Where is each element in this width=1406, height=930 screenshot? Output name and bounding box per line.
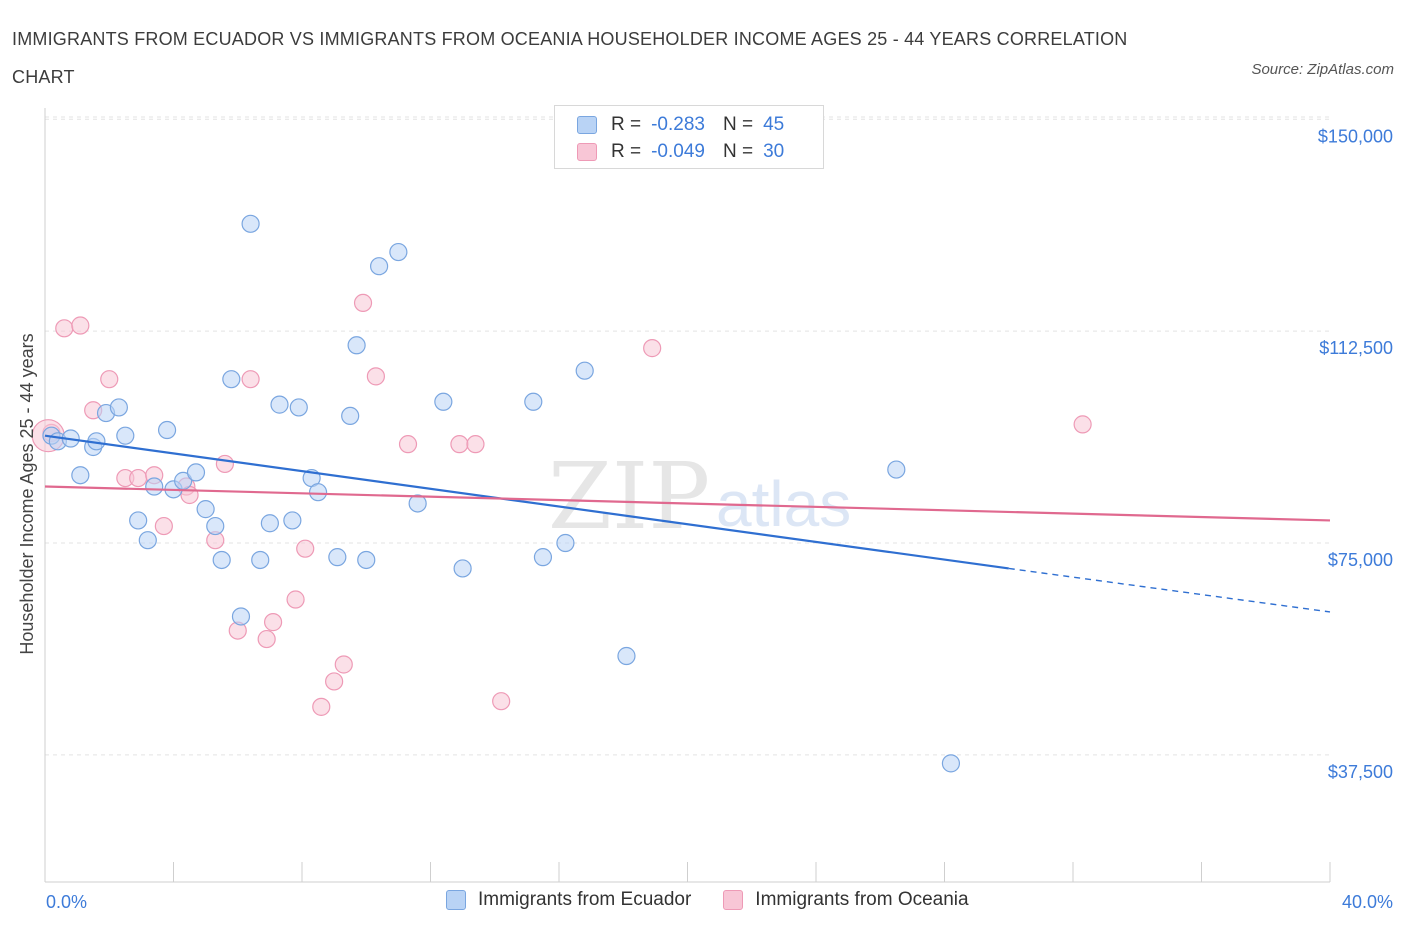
data-point xyxy=(450,435,469,454)
trend-line-ecuador-extension xyxy=(1008,567,1331,613)
data-point xyxy=(154,516,173,536)
legend-n-label-ecuador: N = xyxy=(722,114,754,135)
series-ecuador-points xyxy=(42,214,961,773)
data-point xyxy=(55,319,74,338)
chart-title: IMMIGRANTS FROM ECUADOR VS IMMIGRANTS FR… xyxy=(12,29,1128,87)
data-point xyxy=(575,361,594,380)
data-point xyxy=(643,339,662,358)
trend-lines xyxy=(44,434,1331,613)
data-point xyxy=(138,531,157,550)
data-point xyxy=(341,406,360,426)
data-point xyxy=(129,468,148,488)
data-point xyxy=(212,550,231,570)
data-point xyxy=(257,629,276,649)
legend-r-value-oceania: -0.049 xyxy=(651,141,705,162)
data-point xyxy=(129,511,148,530)
data-point xyxy=(533,548,553,567)
data-point xyxy=(260,514,279,533)
data-point xyxy=(296,539,315,558)
data-point xyxy=(466,435,485,454)
data-point xyxy=(434,392,453,411)
legend-n-value-oceania: 30 xyxy=(763,141,785,162)
data-point xyxy=(887,460,906,479)
data-point xyxy=(215,454,234,474)
legend-r-label-ecuador: R = xyxy=(611,114,642,135)
bottom-legend-ecuador: Immigrants from Ecuador xyxy=(446,889,691,911)
x-axis-ticks xyxy=(44,862,1331,882)
data-point xyxy=(286,590,305,609)
trend-line-ecuador xyxy=(44,434,1009,570)
data-point xyxy=(251,550,270,570)
data-point xyxy=(270,395,289,414)
data-point xyxy=(116,426,135,445)
data-point xyxy=(196,500,215,519)
data-point xyxy=(556,533,575,553)
y-tick-label: $112,500 xyxy=(1319,338,1393,358)
legend-row-ecuador: R = -0.283 N = 45 xyxy=(577,113,784,137)
data-point xyxy=(353,293,373,313)
data-point xyxy=(109,398,128,417)
legend-swatch-oceania xyxy=(577,143,597,161)
bottom-legend-swatch-oceania xyxy=(723,890,744,910)
data-point xyxy=(408,494,427,513)
bottom-legend: Immigrants from Ecuador Immigrants from … xyxy=(446,889,1001,911)
data-point xyxy=(241,214,260,233)
x-tick-label-max: 40.0% xyxy=(1342,892,1393,912)
data-point xyxy=(941,754,961,773)
data-point xyxy=(71,316,90,335)
legend-r-value-ecuador: -0.283 xyxy=(651,114,705,135)
data-point xyxy=(231,607,251,626)
data-point xyxy=(453,559,472,578)
legend-row-oceania: R = -0.049 N = 30 xyxy=(577,140,784,164)
legend-n-label-oceania: N = xyxy=(722,141,754,162)
data-point xyxy=(241,370,260,389)
data-point xyxy=(328,548,347,567)
legend-n-value-ecuador: 45 xyxy=(763,114,785,135)
legend: R = -0.283 N = 45 R = -0.049 N = 30 xyxy=(554,105,824,169)
data-point xyxy=(492,692,511,711)
legend-r-label-oceania: R = xyxy=(611,141,642,162)
grid-lines xyxy=(45,116,1330,756)
data-point xyxy=(289,398,308,417)
data-point xyxy=(145,477,164,496)
y-axis-tick-labels: $37,500 $75,000 $112,500 $150,000 xyxy=(1318,126,1393,782)
data-point xyxy=(325,672,344,691)
data-point xyxy=(186,463,206,482)
data-point xyxy=(263,613,283,632)
data-point xyxy=(312,697,331,716)
bottom-legend-label-oceania: Immigrants from Oceania xyxy=(755,889,969,910)
legend-swatch-ecuador xyxy=(577,116,597,134)
data-point xyxy=(157,420,177,440)
data-point xyxy=(617,646,636,666)
data-point xyxy=(1073,415,1092,434)
data-point xyxy=(357,550,376,570)
data-point xyxy=(283,511,302,530)
data-point xyxy=(100,370,119,389)
data-point xyxy=(308,483,328,502)
data-point xyxy=(347,336,366,355)
source-label: Source: ZipAtlas.com xyxy=(1251,61,1394,78)
data-point xyxy=(206,516,225,536)
data-point xyxy=(366,367,385,386)
data-point xyxy=(222,370,241,389)
y-tick-label: $75,000 xyxy=(1328,550,1393,570)
bottom-legend-oceania: Immigrants from Oceania xyxy=(723,889,969,911)
data-point xyxy=(334,655,353,674)
data-point xyxy=(370,257,389,276)
series-oceania-points xyxy=(31,293,1092,716)
data-point xyxy=(398,435,418,454)
y-axis-title: Householder Income Ages 25 - 44 years xyxy=(17,333,37,654)
watermark-zip: ZIP xyxy=(548,443,710,550)
x-tick-label-min: 0.0% xyxy=(46,892,87,912)
data-point xyxy=(524,392,543,411)
data-point xyxy=(389,242,408,262)
trend-line-oceania xyxy=(44,485,1331,522)
y-tick-label: $37,500 xyxy=(1328,762,1393,782)
y-tick-label: $150,000 xyxy=(1318,126,1393,146)
bottom-legend-swatch-ecuador xyxy=(446,890,466,910)
data-point xyxy=(71,466,90,485)
bottom-legend-label-ecuador: Immigrants from Ecuador xyxy=(478,889,692,910)
